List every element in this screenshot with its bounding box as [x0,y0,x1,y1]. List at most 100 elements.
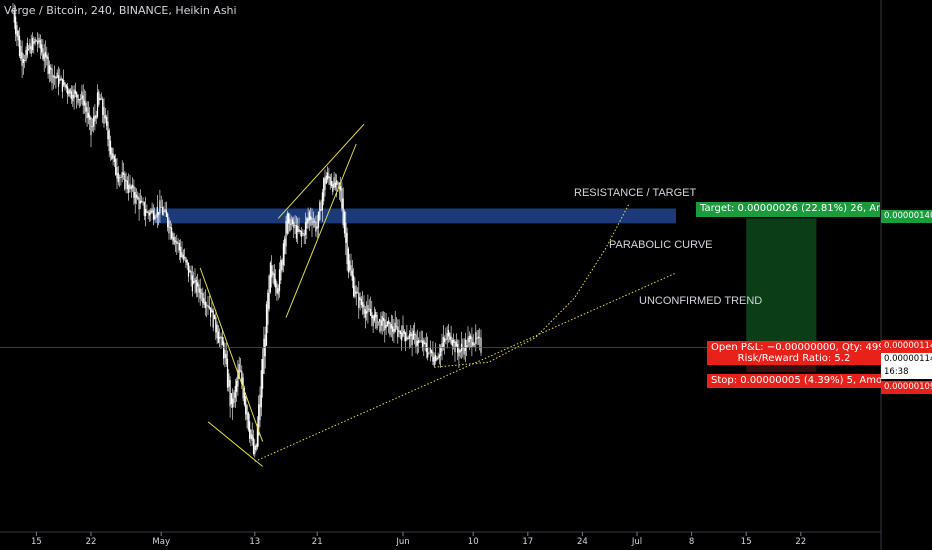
unconfirmed-trend-line[interactable] [254,272,677,462]
candle-body-74 [108,130,110,152]
candle-body-209 [284,238,286,255]
candle-body-349 [466,345,468,349]
candle-body-150 [207,305,209,308]
candle-body-124 [173,236,175,245]
candle-body-40 [64,82,66,88]
candle-body-76 [111,147,113,160]
time-tick-label-8: 24 [577,537,588,547]
candle-body-242 [327,172,329,180]
candle-body-211 [286,213,288,234]
time-tick-label-12: 22 [795,537,806,547]
candle-body-230 [311,217,313,226]
candle-body-110 [155,217,157,218]
candle-body-20 [38,37,40,43]
trendline-2[interactable] [285,143,357,318]
candle-body-45 [70,91,73,99]
trendline-1[interactable] [207,421,263,467]
candle-body-53 [81,91,83,100]
candle-body-196 [267,292,269,325]
entry-price-tag: 0.00000114 [881,340,932,353]
candle-body-264 [355,291,357,294]
candle-body-191 [260,370,262,408]
candle-body-187 [255,444,257,451]
candle-body-122 [171,227,173,239]
candle-body-303 [406,336,408,340]
candle-body-220 [298,228,300,232]
candle-body-22 [41,44,43,53]
candle-body-263 [354,285,356,297]
candle-body-336 [449,333,451,340]
candle-body-120 [168,220,170,234]
risk-reward-label: Risk/Reward Ratio: 5.2 [737,353,851,364]
candle-body-96 [137,196,139,200]
candle-body-172 [236,381,238,392]
candle-body-91 [130,186,132,190]
candle-body-5 [18,35,21,57]
candle-body-296 [397,326,399,337]
candle-body-335 [447,329,450,337]
target-tag[interactable]: Target: 0.00000026 (22.81%) 26, Amount [696,202,880,217]
candle-body-359 [479,337,481,339]
candle-body-88 [126,180,128,190]
candle-body-166 [228,373,230,387]
candle-body-4 [17,30,19,41]
candle-body-214 [290,223,292,225]
candle-body-78 [113,155,115,162]
candle-body-351 [468,335,470,343]
candle-body-153 [211,308,213,313]
candle-body-234 [316,226,318,229]
parabolic-curve-label: PARABOLIC CURVE [609,239,713,251]
time-tick-label-9: Jul [631,537,642,547]
candle-body-193 [263,338,265,374]
candle-body-30 [51,68,53,84]
candle-body-218 [295,225,297,239]
candle-body-113 [159,200,161,214]
candle-body-33 [55,77,57,79]
candle-body-159 [219,337,221,339]
candle-body-15 [31,38,34,50]
parabolic-curve-line[interactable] [434,203,630,368]
candle-body-301 [403,330,405,334]
candle-body-89 [128,184,130,193]
trendlines[interactable] [199,123,677,467]
candle-body-134 [186,260,188,266]
time-axis[interactable]: 15 22 May 13 21 Jun 10 17 24 Jul 8 15 22 [31,532,806,547]
chart-title: Verge / Bitcoin, 240, BINANCE, Heikin As… [4,4,237,17]
candle-body-118 [165,210,167,217]
candle-body-262 [353,275,355,297]
candle-body-107 [151,208,153,213]
candle-body-273 [367,305,369,313]
candle-body-316 [423,340,425,345]
candle-body-103 [146,211,148,213]
candle-body-178 [243,387,245,405]
candle-body-189 [258,404,260,436]
candle-body-247 [333,177,335,188]
trendline-3[interactable] [277,123,365,219]
candle-body-332 [444,338,446,343]
candles [12,3,482,458]
candle-body-175 [239,370,242,372]
candle-body-140 [194,278,196,283]
candle-body-320 [428,352,430,354]
candle-body-131 [182,254,184,260]
stop-tag[interactable]: Stop: 0.00000005 (4.39%) 5, Amount: [707,374,881,388]
candle-body-105 [148,212,151,216]
candle-body-285 [382,317,385,321]
candle-body-141 [195,280,197,293]
candle-body-126 [176,241,178,244]
candle-body-238 [321,192,323,211]
trendline-0[interactable] [199,267,264,442]
candle-body-289 [388,320,390,324]
candle-body-331 [442,337,444,348]
candle-body-318 [425,343,427,353]
candle-body-35 [57,75,60,87]
current-price-tag: 0.00000114 [881,353,932,366]
candle-body-198 [269,262,271,293]
position-info-tag[interactable]: Open P&L: −0.00000000, Qty: 499999 Risk/… [707,341,881,365]
candle-body-135 [187,262,190,277]
candle-body-132 [184,257,186,259]
candle-body-115 [161,207,164,215]
candle-body-298 [399,331,401,335]
time-tick-label-0: 15 [31,537,42,547]
